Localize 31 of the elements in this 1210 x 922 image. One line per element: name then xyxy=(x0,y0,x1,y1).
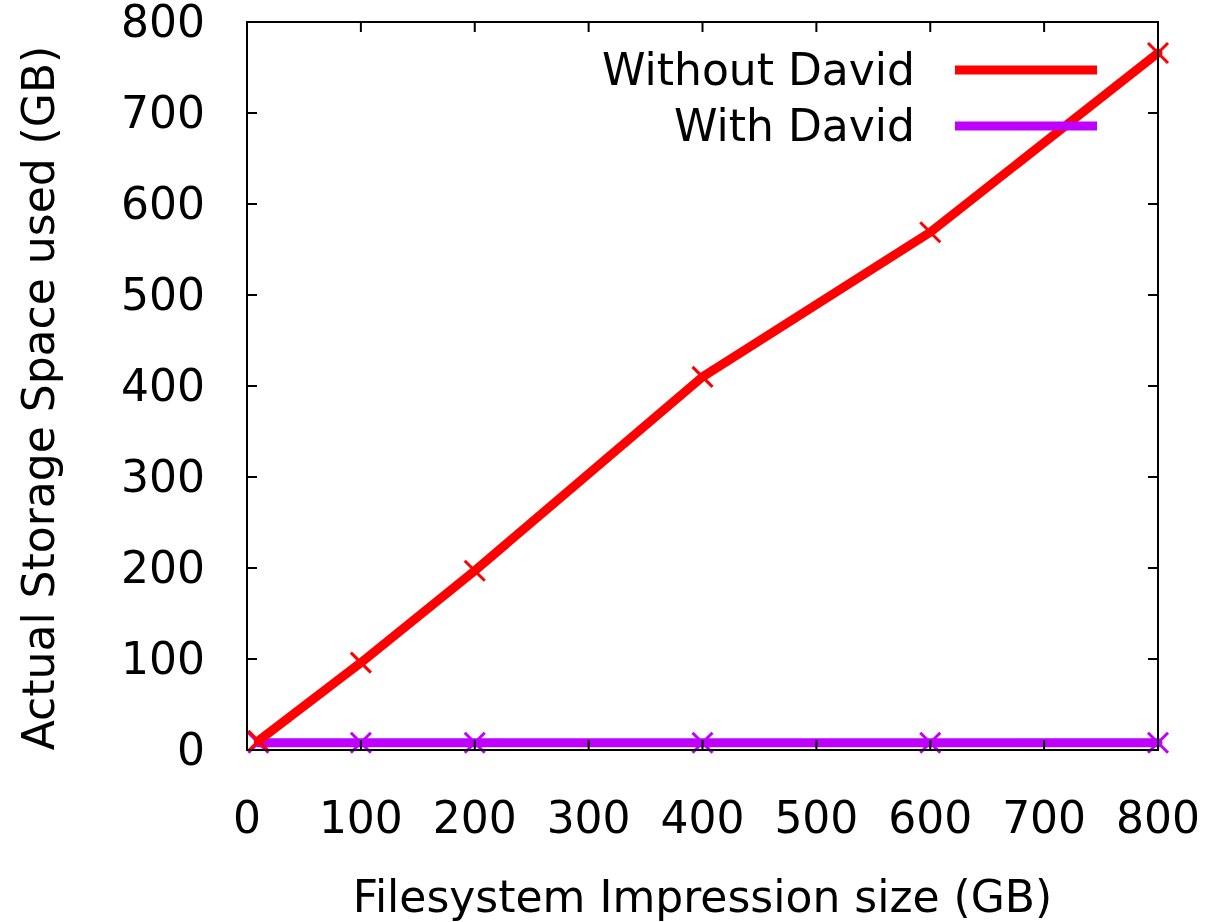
x-tick-label: 800 xyxy=(1116,792,1200,843)
x-tick-label: 600 xyxy=(888,792,973,843)
point xyxy=(918,731,942,755)
legend-label: Without David xyxy=(602,44,915,95)
y-tick-label: 100 xyxy=(121,633,205,684)
x-tick-label: 200 xyxy=(432,792,517,843)
point xyxy=(349,651,373,675)
point xyxy=(691,365,714,389)
y-tick-label: 200 xyxy=(121,542,205,593)
x-tick-label: 500 xyxy=(774,792,859,843)
point xyxy=(1146,41,1170,65)
y-tick-label: 600 xyxy=(121,178,205,229)
x-tick-label: 0 xyxy=(233,792,261,843)
x-tick-label: 100 xyxy=(318,792,403,843)
y-tick-label: 700 xyxy=(121,87,205,138)
y-tick-label: 0 xyxy=(177,724,205,775)
y-tick-label: 400 xyxy=(121,360,205,411)
point xyxy=(349,731,373,755)
x-axis-title: Filesystem Impression size (GB) xyxy=(352,871,1053,922)
point xyxy=(691,731,714,755)
x-tick-label: 300 xyxy=(546,792,631,843)
point xyxy=(918,220,942,244)
legend-label: With David xyxy=(674,100,915,151)
x-tick-label: 400 xyxy=(660,792,745,843)
y-tick-label: 500 xyxy=(121,269,205,320)
point xyxy=(463,559,487,583)
y-axis-title: Actual Storage Space used (GB) xyxy=(13,45,64,751)
point xyxy=(463,731,487,755)
x-tick-label: 700 xyxy=(1002,792,1087,843)
y-tick-label: 300 xyxy=(121,451,205,502)
y-tick-label: 800 xyxy=(121,0,205,47)
